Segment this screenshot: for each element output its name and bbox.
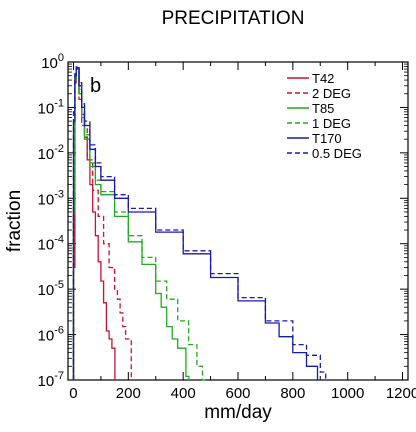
- x-tick-label: 0: [69, 385, 77, 402]
- x-tick-label: 1200: [386, 385, 416, 402]
- x-tick-label: 400: [171, 385, 196, 402]
- y-tick-label: 10-1: [38, 97, 64, 117]
- plot-area: [67, 61, 409, 381]
- y-tick-label: 10-3: [38, 188, 64, 208]
- x-tick-label: 800: [280, 385, 305, 402]
- y-tick-label: 10-6: [38, 325, 64, 345]
- series-line-3: [72, 67, 206, 381]
- y-tick-label: 10-5: [38, 279, 64, 299]
- y-tick-label: 100: [41, 52, 64, 72]
- x-tick-label: 1000: [331, 385, 364, 402]
- chart-title: PRECIPITATION: [162, 8, 305, 29]
- x-tick-label: 600: [225, 385, 250, 402]
- legend-label: 0.5 DEG: [312, 146, 362, 161]
- x-tick-labels: 0 200 400 600 800 1000 1200: [69, 385, 416, 402]
- y-tick-label: 10-4: [38, 234, 64, 254]
- legend-label: 2 DEG: [312, 86, 351, 101]
- legend-label: T170: [312, 131, 342, 146]
- series-line-2: [72, 67, 190, 380]
- x-tick-label: 200: [116, 385, 141, 402]
- series-line-0: [72, 68, 116, 380]
- y-tick-label: 10-2: [38, 143, 64, 163]
- series-line-5: [72, 66, 329, 381]
- panel-label: b: [90, 75, 101, 97]
- x-axis-label: mm/day: [204, 402, 272, 423]
- legend-label: T42: [312, 71, 334, 86]
- y-tick-labels: 100 10-1 10-2 10-3 10-4 10-5 10-6 10-7: [38, 52, 64, 390]
- minor-ticks: [68, 61, 408, 381]
- plot-frame: [67, 61, 409, 381]
- series-line-1: [72, 68, 132, 380]
- legend-label: T85: [312, 101, 334, 116]
- legend-label: 1 DEG: [312, 116, 351, 131]
- series-line-4: [72, 67, 321, 381]
- y-tick-label: 10-7: [38, 370, 64, 390]
- y-axis-label: fraction: [4, 190, 25, 252]
- series-layer: [72, 66, 329, 381]
